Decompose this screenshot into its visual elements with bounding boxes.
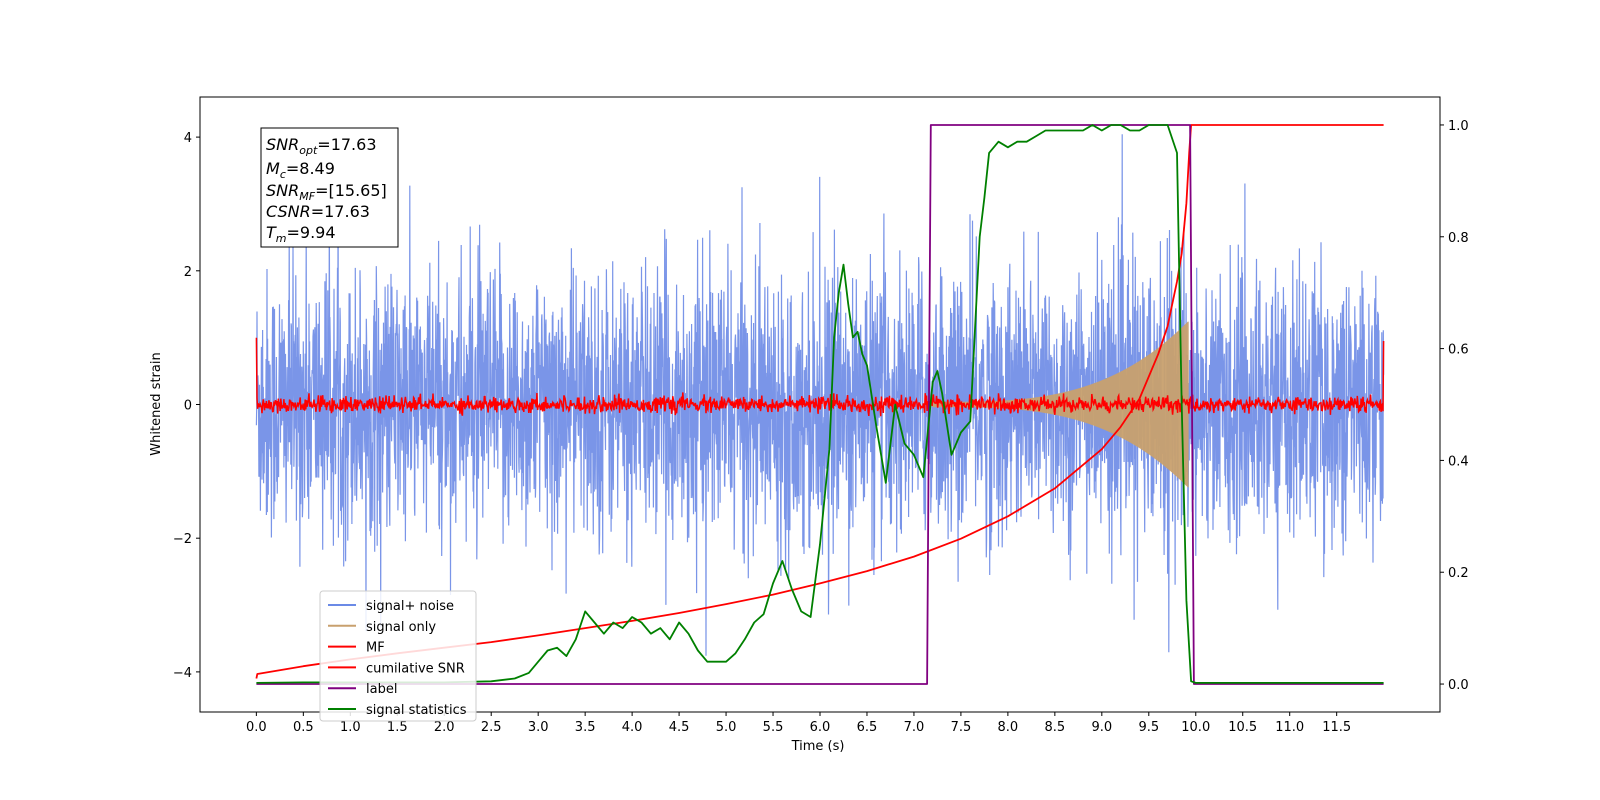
legend-frame — [319, 590, 477, 722]
x-axis-label: Time (s) — [791, 739, 845, 754]
x-tick-label: 5.5 — [763, 720, 784, 735]
y-axis-left-ticks: −4 −2 0 2 4 — [173, 131, 200, 681]
x-tick-label: 1.5 — [387, 720, 408, 735]
y-left-tick-label: 0 — [184, 399, 192, 414]
legend-label: signal statistics — [366, 703, 467, 718]
series-layer — [255, 124, 1385, 685]
y-left-tick-label: −4 — [173, 666, 192, 681]
x-tick-label: 8.0 — [998, 720, 1019, 735]
x-tick-label: 0.5 — [293, 720, 314, 735]
y-right-tick-label: 0.0 — [1448, 678, 1469, 693]
x-tick-label: 3.0 — [528, 720, 549, 735]
stat-snr-mf: SNRMF=[15.65] — [266, 181, 387, 203]
x-tick-label: 1.0 — [340, 720, 361, 735]
x-tick-label: 2.0 — [434, 720, 455, 735]
x-axis-ticks: 0.0 0.5 1.0 1.5 2.0 2.5 3.0 3.5 4.0 4.5 5.0 5.5 6.0 6… — [246, 712, 1351, 735]
stat-snr-opt: SNRopt=17.63 — [266, 135, 377, 157]
y-left-tick-label: 4 — [184, 131, 192, 146]
y-right-tick-label: 0.4 — [1448, 454, 1469, 469]
y-right-tick-label: 0.8 — [1448, 231, 1469, 246]
y-left-tick-label: 2 — [184, 265, 192, 280]
x-tick-label: 9.5 — [1138, 720, 1159, 735]
legend-label: label — [366, 682, 397, 697]
stat-csnr: CSNR=17.63 — [266, 202, 370, 221]
y-axis-right-ticks: 0.0 0.2 0.4 0.6 0.8 1.0 — [1440, 119, 1469, 693]
x-tick-label: 0.0 — [246, 720, 267, 735]
x-tick-label: 6.5 — [857, 720, 878, 735]
legend-label: signal+ noise — [366, 599, 454, 614]
x-tick-label: 3.5 — [575, 720, 596, 735]
legend-entries: signal+ noise signal only MF cumilative SNR… — [328, 599, 467, 718]
legend-label: MF — [366, 641, 385, 656]
x-tick-label: 11.0 — [1275, 720, 1304, 735]
legend-label: cumilative SNR — [366, 661, 465, 676]
x-tick-label: 11.5 — [1322, 720, 1351, 735]
x-tick-label: 7.0 — [904, 720, 925, 735]
x-tick-label: 9.0 — [1091, 720, 1112, 735]
y-right-tick-label: 1.0 — [1448, 119, 1469, 134]
x-tick-label: 10.5 — [1228, 720, 1257, 735]
x-tick-label: 6.0 — [810, 720, 831, 735]
stats-box: SNRopt=17.63 Mc=8.49 SNRMF=[15.65] CSNR=… — [260, 127, 399, 248]
stat-mc: Mc=8.49 — [266, 159, 335, 181]
y-left-tick-label: −2 — [173, 532, 192, 547]
y-axis-label: Whitened strain — [149, 352, 164, 455]
x-tick-label: 8.5 — [1045, 720, 1066, 735]
x-tick-label: 5.0 — [716, 720, 737, 735]
legend: signal+ noise signal only MF cumilative SNR… — [319, 590, 477, 722]
x-tick-label: 10.0 — [1181, 720, 1210, 735]
x-tick-label: 2.5 — [481, 720, 502, 735]
series-mf — [255, 337, 1385, 417]
y-right-tick-label: 0.6 — [1448, 343, 1469, 358]
stats-box-frame — [260, 127, 399, 248]
series-label — [256, 124, 1384, 685]
y-right-tick-label: 0.2 — [1448, 566, 1469, 581]
series-signal-statistics — [256, 124, 1384, 684]
x-tick-label: 4.5 — [669, 720, 690, 735]
x-tick-label: 7.5 — [951, 720, 972, 735]
x-tick-label: 4.0 — [622, 720, 643, 735]
stat-tm: Tm=9.94 — [266, 223, 336, 245]
legend-label: signal only — [366, 620, 436, 635]
